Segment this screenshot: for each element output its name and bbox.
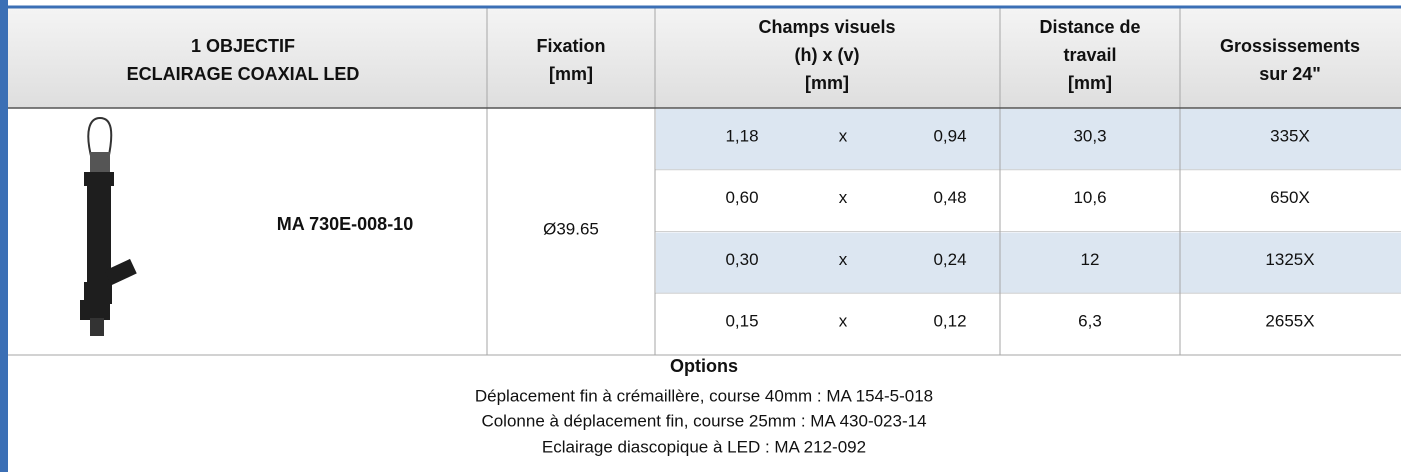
header-text: Fixation bbox=[536, 36, 605, 56]
fixation: Ø39.65 bbox=[543, 219, 599, 238]
product-name: MA 730E-008-10 bbox=[277, 214, 413, 234]
left-border bbox=[0, 0, 8, 472]
cell: 650X bbox=[1270, 188, 1310, 207]
cell: 12 bbox=[1081, 250, 1100, 269]
header-text: Grossissements bbox=[1220, 36, 1360, 56]
cell: 30,3 bbox=[1073, 126, 1106, 145]
cell: 0,15 bbox=[725, 312, 758, 331]
header-text: 1 OBJECTIF bbox=[191, 36, 295, 56]
cell: x bbox=[839, 312, 848, 331]
cell: 0,48 bbox=[933, 188, 966, 207]
header-text: Distance de bbox=[1039, 17, 1140, 37]
cell: 0,24 bbox=[933, 250, 966, 269]
header-text: [mm] bbox=[1068, 73, 1112, 93]
cell: x bbox=[839, 126, 848, 145]
options-title: Options bbox=[670, 356, 738, 376]
option: Déplacement fin à crémaillère, course 40… bbox=[475, 386, 933, 405]
page: 1 OBJECTIF ECLAIRAGE COAXIAL LED Fixatio… bbox=[0, 0, 1401, 472]
cell: x bbox=[839, 188, 848, 207]
product-image bbox=[80, 118, 137, 336]
header-text: [mm] bbox=[549, 64, 593, 84]
cell: 0,60 bbox=[725, 188, 758, 207]
header-text: Champs visuels bbox=[758, 17, 895, 37]
cell: 1,18 bbox=[725, 126, 758, 145]
cell: 10,6 bbox=[1073, 188, 1106, 207]
option: Eclairage diascopique à LED : MA 212-092 bbox=[542, 437, 866, 456]
header-text: (h) x (v) bbox=[795, 45, 860, 65]
cell: 335X bbox=[1270, 126, 1310, 145]
cell: 6,3 bbox=[1078, 312, 1102, 331]
header-text: travail bbox=[1063, 45, 1116, 65]
cell: 0,12 bbox=[933, 312, 966, 331]
header-text: ECLAIRAGE COAXIAL LED bbox=[127, 64, 360, 84]
header-text: [mm] bbox=[805, 73, 849, 93]
cell: 2655X bbox=[1265, 312, 1314, 331]
option: Colonne à déplacement fin, course 25mm :… bbox=[481, 411, 926, 430]
cell: 0,30 bbox=[725, 250, 758, 269]
cell: 1325X bbox=[1265, 250, 1314, 269]
header-text: sur 24" bbox=[1259, 64, 1321, 84]
cell: 0,94 bbox=[933, 126, 966, 145]
cell: x bbox=[839, 250, 848, 269]
header-bg bbox=[8, 8, 1401, 108]
